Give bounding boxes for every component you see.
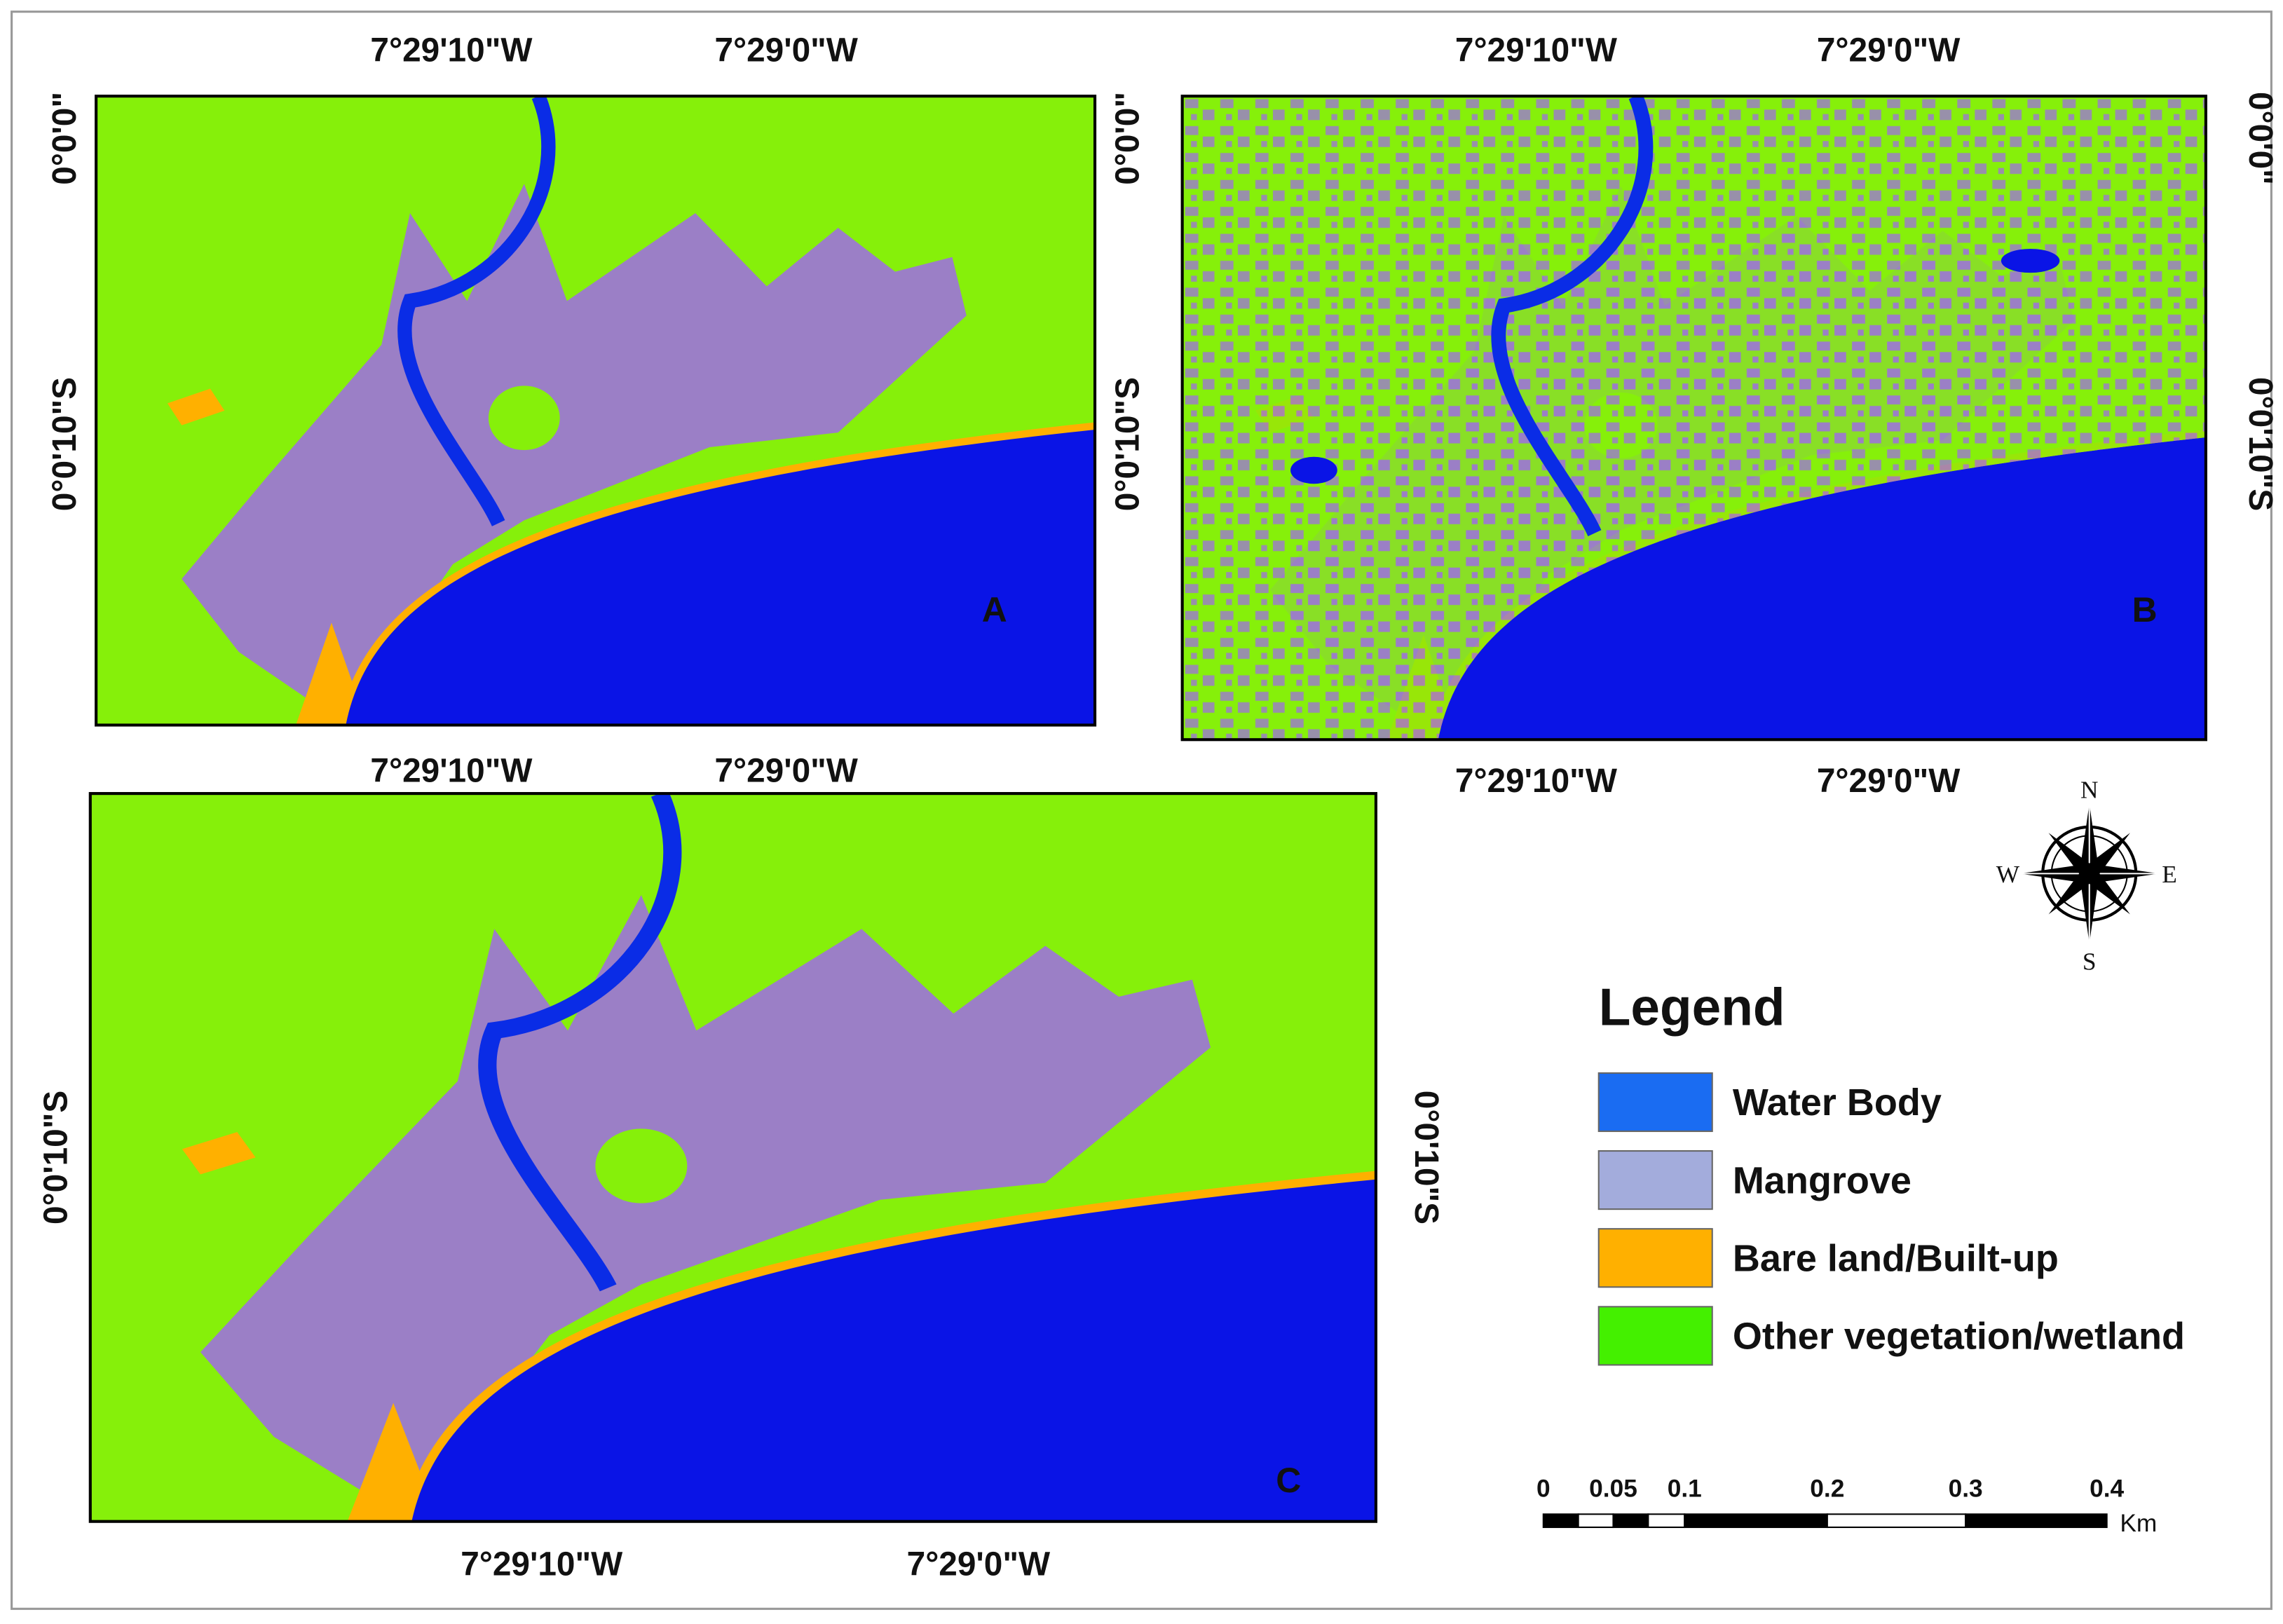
panel-letter: A — [982, 590, 1007, 629]
scale-segment — [1542, 1513, 1579, 1529]
scale-label: 0.1 — [1668, 1475, 1702, 1502]
coord-label: 0°0'10"S — [46, 377, 83, 511]
legend-swatch — [1597, 1228, 1713, 1288]
legend-label: Other vegetation/wetland — [1733, 1316, 2185, 1358]
scale-unit: Km — [2120, 1510, 2157, 1537]
coord-label: 7°29'0"W — [1817, 763, 1961, 800]
coord-label: 0°0'10"S — [2242, 377, 2279, 511]
legend-title: Legend — [1599, 977, 1785, 1036]
legend-label: Bare land/Built-up — [1733, 1237, 2059, 1279]
coord-label: 7°29'0"W — [714, 32, 858, 69]
legend: Legend Water Body Mangrove Bare land/Built… — [1597, 977, 2185, 1366]
coord-label: 7°29'10"W — [1455, 763, 1618, 800]
coord-label: 7°29'0"W — [1817, 32, 1961, 69]
scale-label: 0.4 — [2090, 1475, 2124, 1502]
coord-label: 7°29'0"W — [907, 1546, 1051, 1583]
map-panel-c: C 7°29'10"W 7°29'0"W 7°29'10"W 7°29'0"W … — [38, 752, 1445, 1583]
panel-letter: C — [1276, 1461, 1301, 1500]
scale-label: 0 — [1536, 1475, 1551, 1502]
north-arrow: N S W E — [1996, 776, 2177, 975]
scale-segment — [1612, 1513, 1649, 1529]
scale-segment — [1965, 1513, 2108, 1529]
map-panel-a: A 7°29'10"W 7°29'0"W 0°0'0" 0°0'10"S — [46, 32, 1097, 727]
panel-letter: B — [2132, 590, 2158, 629]
compass-letter: E — [2162, 861, 2177, 888]
scale-segment — [1577, 1513, 1614, 1529]
coord-label: 0°0'10"S — [38, 1091, 75, 1224]
scale-bar: Km 0 0.05 0.1 0.2 0.3 0.4 — [1536, 1475, 2157, 1537]
coord-label: 0°0'0" — [1109, 92, 1146, 185]
coord-label: 7°29'0"W — [714, 752, 858, 789]
coord-label: 7°29'10"W — [1455, 32, 1618, 69]
compass-letter: N — [2080, 776, 2099, 803]
scale-segment — [1647, 1513, 1686, 1529]
compass-letter: W — [1996, 861, 2020, 888]
scale-label: 0.3 — [1949, 1475, 1983, 1502]
coord-label: 0°0'0" — [2242, 92, 2279, 185]
coord-label: 7°29'10"W — [370, 752, 533, 789]
scale-segment — [1826, 1513, 1967, 1529]
scale-segment — [1684, 1513, 1828, 1529]
legend-swatch — [1597, 1306, 1713, 1366]
legend-label: Mangrove — [1733, 1159, 1911, 1201]
map-panel-b: B 7°29'10"W 7°29'0"W 7°29'10"W 7°29'0"W … — [1109, 32, 2279, 800]
coord-label: 7°29'10"W — [461, 1546, 623, 1583]
coord-label: 0°0'10"S — [1109, 377, 1146, 511]
legend-swatch — [1597, 1072, 1713, 1133]
scale-label: 0.2 — [1810, 1475, 1844, 1502]
scale-label: 0.05 — [1589, 1475, 1637, 1502]
compass-letter: S — [2083, 948, 2097, 975]
coord-label: 0°0'0" — [46, 92, 83, 185]
legend-label: Water Body — [1733, 1081, 1942, 1124]
coord-label: 0°0'10"S — [1408, 1091, 1445, 1224]
coord-label: 7°29'10"W — [370, 32, 533, 69]
legend-swatch — [1597, 1150, 1713, 1210]
